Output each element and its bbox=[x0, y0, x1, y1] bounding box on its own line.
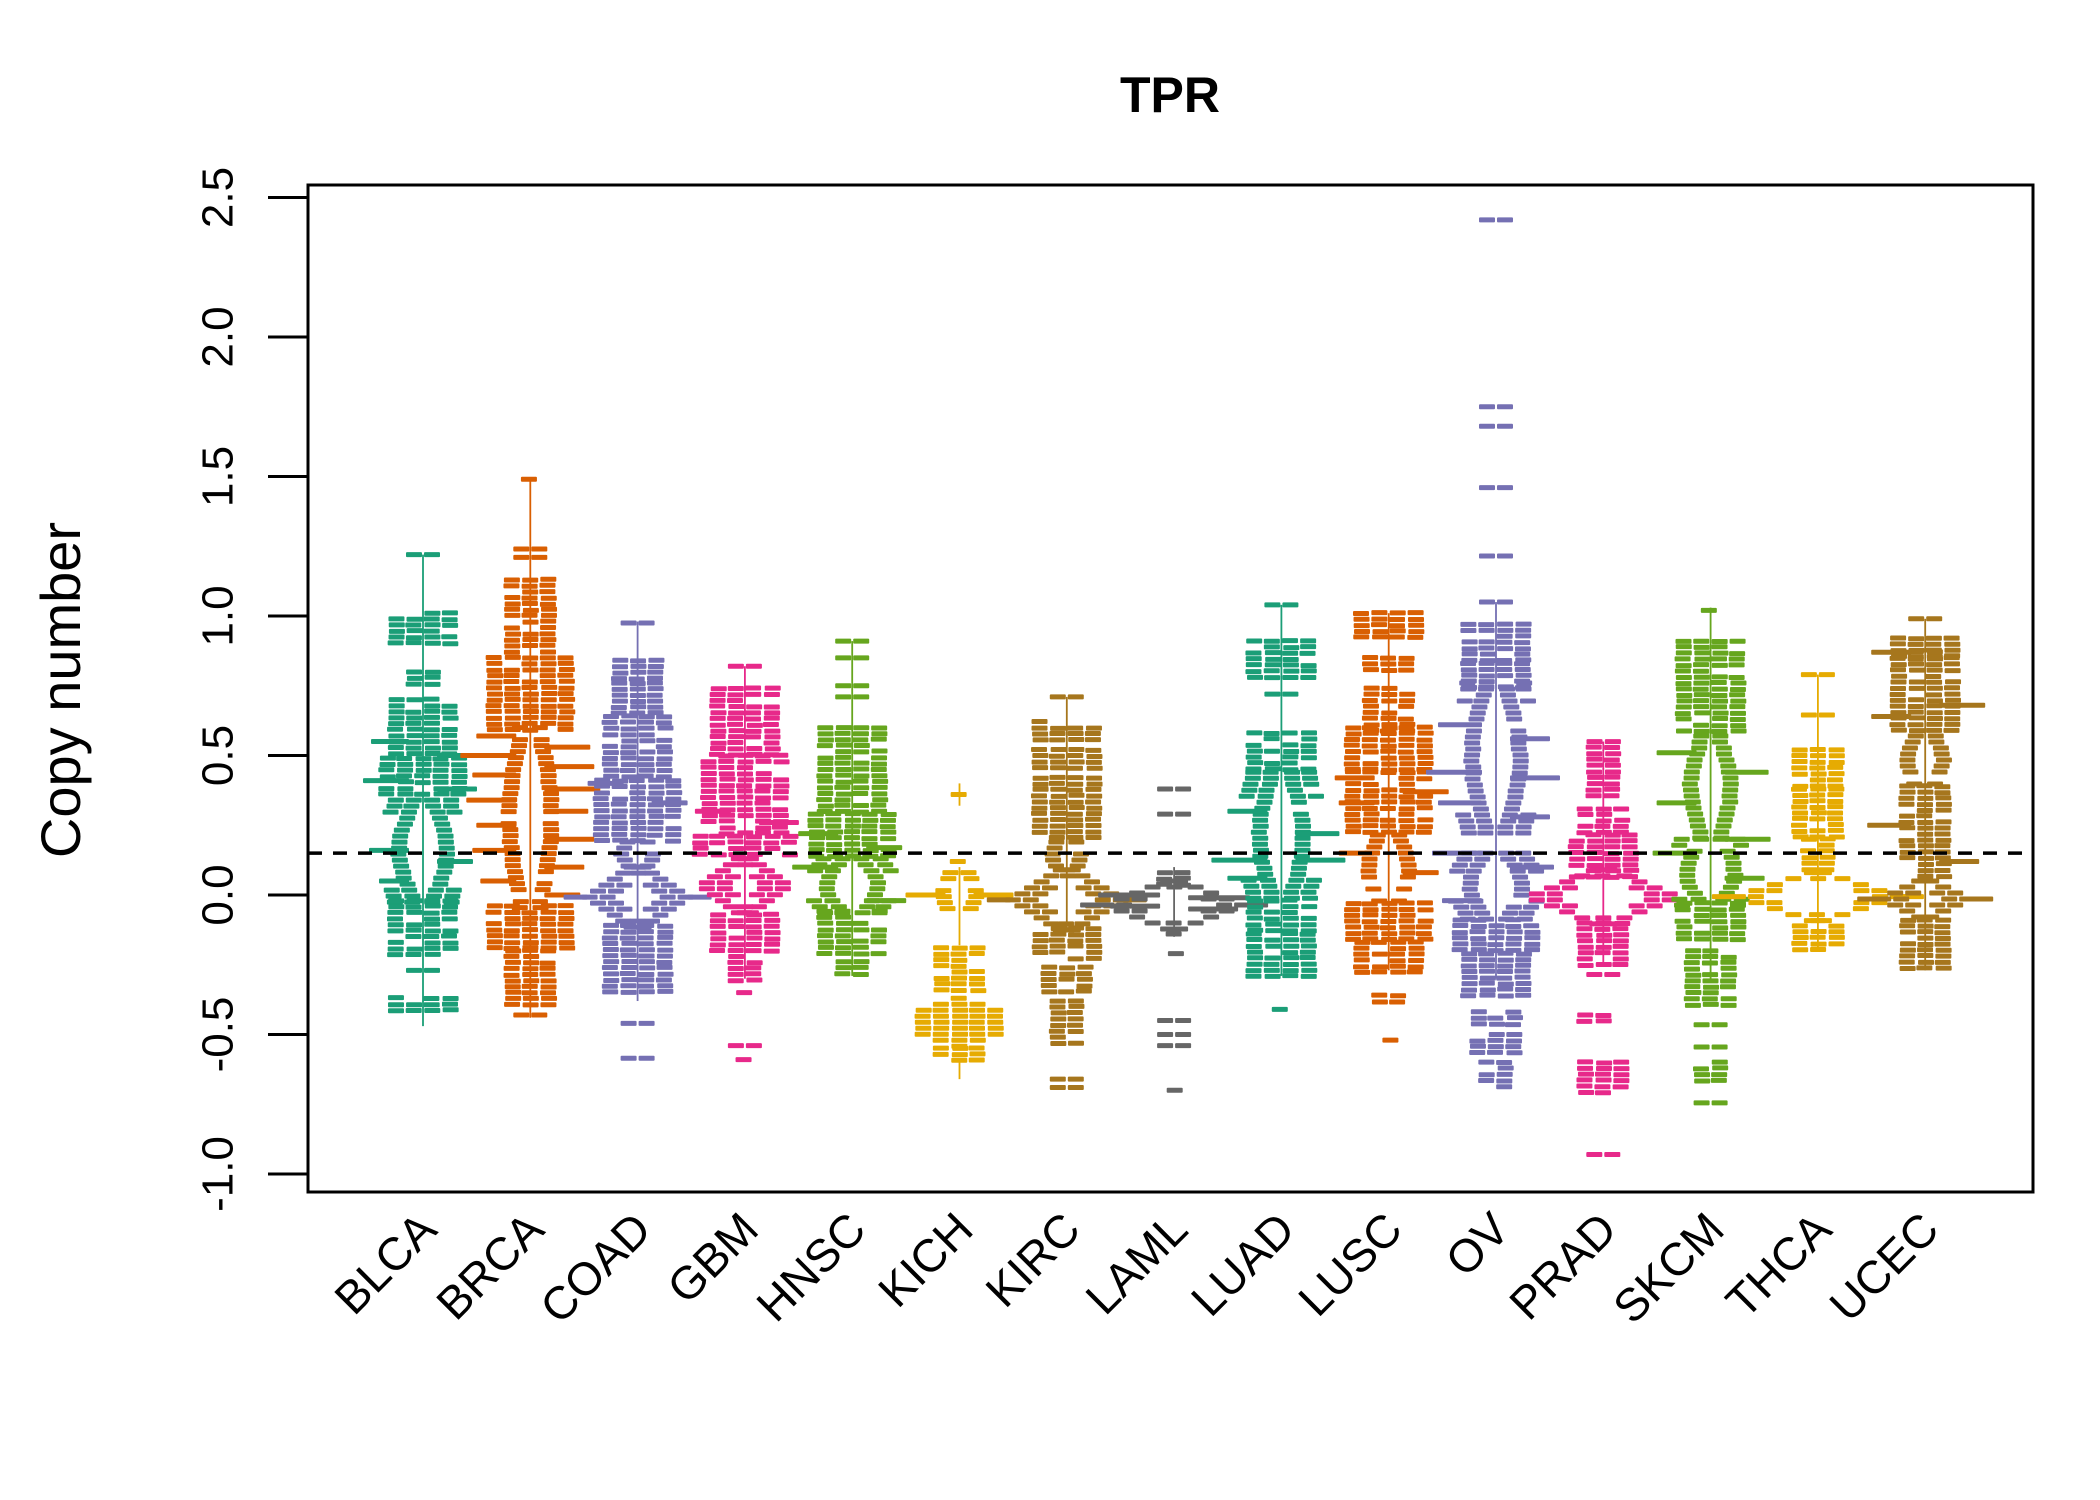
swarm-PRAD bbox=[1528, 739, 1678, 1157]
swarm-UCEC bbox=[1857, 616, 1994, 972]
swarm-LUAD bbox=[1211, 602, 1346, 1012]
swarm-KICH bbox=[905, 783, 1014, 1080]
swarm-HNSC bbox=[792, 638, 907, 978]
y-tick-label: 0.5 bbox=[194, 725, 243, 786]
chart-title: TPR bbox=[1120, 67, 1220, 123]
x-label-COAD: COAD bbox=[530, 1202, 661, 1333]
y-tick-label: 0.0 bbox=[194, 864, 243, 925]
swarm-THCA bbox=[1711, 672, 1924, 953]
y-tick-label: -0.5 bbox=[194, 997, 243, 1073]
swarm-groups bbox=[363, 217, 1994, 1157]
x-label-HNSC: HNSC bbox=[746, 1202, 875, 1331]
y-tick-label: -1.0 bbox=[194, 1136, 243, 1212]
x-label-PRAD: PRAD bbox=[1499, 1202, 1626, 1329]
x-label-LUSC: LUSC bbox=[1288, 1202, 1412, 1326]
plot-box bbox=[306, 183, 2035, 1194]
swarm-SKCM bbox=[1652, 607, 1771, 1106]
swarm-LAML bbox=[1080, 786, 1269, 1093]
swarm-BRCA bbox=[460, 476, 601, 1018]
x-label-KICH: KICH bbox=[868, 1202, 982, 1316]
x-label-BLCA: BLCA bbox=[324, 1202, 446, 1324]
x-label-SKCM: SKCM bbox=[1603, 1202, 1734, 1333]
swarm-KIRC bbox=[986, 694, 1147, 1091]
x-label-UCEC: UCEC bbox=[1819, 1202, 1948, 1331]
y-tick-label: 1.5 bbox=[194, 446, 243, 507]
swarm-LUSC bbox=[1334, 610, 1449, 1043]
swarm-COAD bbox=[563, 620, 712, 1061]
swarm-GBM bbox=[691, 663, 799, 1063]
y-tick-label: 2.0 bbox=[194, 306, 243, 367]
x-label-LUAD: LUAD bbox=[1181, 1202, 1305, 1326]
x-label-KIRC: KIRC bbox=[975, 1202, 1089, 1316]
y-axis-label: Copy number bbox=[29, 522, 92, 858]
x-label-BRCA: BRCA bbox=[426, 1202, 553, 1329]
x-label-LAML: LAML bbox=[1075, 1202, 1197, 1324]
y-tick-label: 2.5 bbox=[194, 167, 243, 228]
x-label-THCA: THCA bbox=[1716, 1202, 1842, 1328]
swarm-OV bbox=[1426, 217, 1560, 1090]
x-label-OV: OV bbox=[1435, 1202, 1519, 1286]
y-tick-label: 1.0 bbox=[194, 585, 243, 646]
swarm-BLCA bbox=[363, 552, 477, 1027]
y-axis: 2.5 2.0 1.5 1.0 0.5 0.0 -0.5 -1.0 bbox=[194, 167, 308, 1212]
